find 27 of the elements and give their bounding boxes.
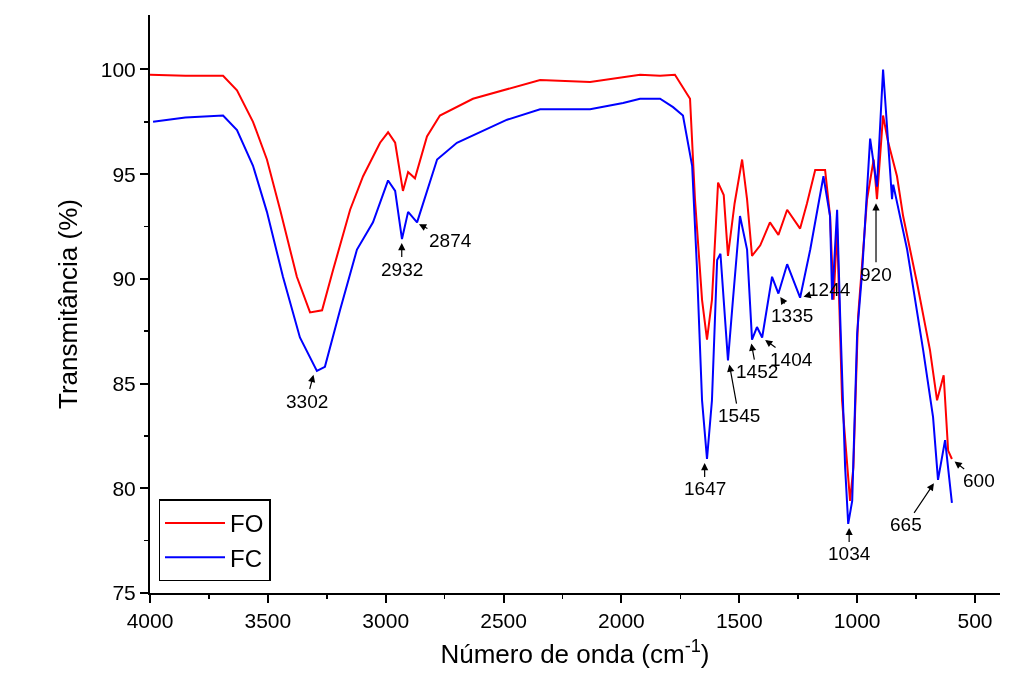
annotation: 2932	[381, 259, 424, 280]
x-tick-label: 500	[957, 609, 993, 633]
x-tick-label: 3000	[362, 609, 410, 633]
annotation: 2874	[429, 230, 472, 251]
y-tick-label: 85	[112, 371, 136, 395]
annotation: 3302	[286, 391, 329, 412]
x-tick-label: 1000	[833, 609, 881, 633]
y-tick-label: 90	[112, 267, 136, 291]
x-tick-label: 4000	[126, 609, 174, 633]
x-tick-label: 3500	[244, 609, 292, 633]
annotation: 665	[890, 514, 922, 535]
x-axis-title: Número de onda (cm$^{-1}$)	[440, 636, 710, 670]
annotation: 600	[963, 470, 995, 491]
x-tick-label: 2500	[480, 609, 527, 633]
y-tick-label: 75	[112, 581, 136, 605]
x-tick-label: 1500	[715, 609, 763, 633]
y-axis-title: Transmitância (%)	[52, 199, 83, 409]
annotation: 1647	[684, 478, 727, 499]
annotation: 1034	[828, 543, 871, 564]
annotation: 1335	[771, 305, 814, 326]
y-tick-label: 80	[112, 476, 136, 500]
annotation: 1545	[718, 405, 761, 426]
x-tick-label: 2000	[598, 609, 645, 633]
y-tick-label: 100	[100, 57, 136, 81]
legend-label: FO	[230, 510, 264, 538]
y-tick-label: 95	[112, 162, 136, 186]
legend-label: FC	[230, 544, 262, 572]
